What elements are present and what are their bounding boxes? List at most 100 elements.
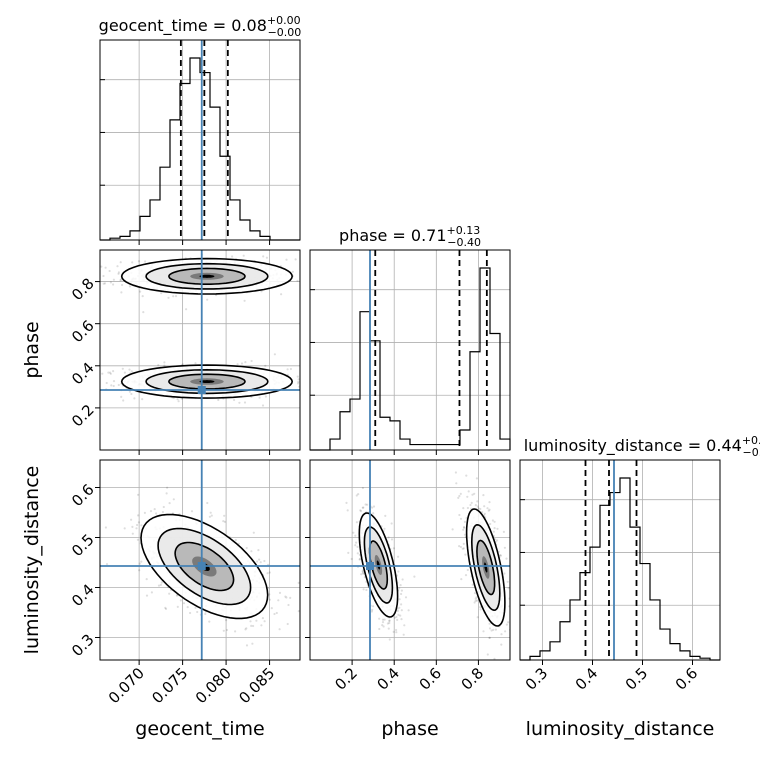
sample-point [161, 510, 164, 514]
sample-point [475, 599, 479, 602]
sample-point [275, 611, 278, 615]
x-tick-label-geocent_time: 0.080 [192, 664, 235, 707]
title-value: phase = 0.71 [339, 226, 446, 245]
sample-point [112, 384, 115, 388]
sample-point [131, 525, 134, 529]
sample-point [372, 605, 375, 608]
sample-point [297, 378, 300, 381]
sample-point [464, 553, 467, 556]
sample-point [141, 295, 144, 298]
sample-point [257, 549, 260, 552]
sample-point [104, 526, 107, 529]
sample-point [474, 597, 477, 600]
sample-point [473, 492, 476, 495]
sample-point [278, 591, 282, 595]
y-tick-label-luminosity_distance: 0.3 [68, 630, 98, 660]
sample-point [482, 494, 485, 497]
sample-point [109, 281, 112, 284]
sample-point [329, 276, 331, 278]
sample-point [119, 278, 122, 281]
sample-point [511, 627, 513, 629]
title-value: geocent_time = 0.08 [99, 16, 267, 36]
sample-point [504, 630, 507, 633]
sample-point [362, 572, 365, 575]
sample-point [396, 609, 399, 613]
sample-point [289, 367, 292, 371]
sample-point [488, 636, 491, 640]
sample-point [263, 620, 266, 623]
sample-point [140, 560, 143, 563]
sample-point [120, 291, 123, 294]
sample-point [128, 368, 131, 371]
sample-point [280, 293, 283, 296]
x-axis-label-geocent_time: geocent_time [135, 718, 264, 740]
sample-point [507, 587, 510, 590]
sample-point [261, 617, 264, 620]
sample-point [285, 258, 288, 261]
scatter-phase-vs-luminosity_distance [305, 459, 513, 665]
sample-point [266, 572, 269, 575]
sample-point [474, 504, 477, 507]
sample-point [362, 506, 365, 509]
sample-point [358, 557, 362, 561]
x-tick-label-geocent_time: 0.075 [148, 664, 191, 707]
sample-point [486, 507, 489, 510]
panel-frame [519, 459, 721, 661]
sample-point [277, 599, 280, 602]
sample-point [387, 536, 390, 539]
sample-point [400, 592, 403, 596]
contour-line [157, 527, 252, 606]
density-peak [484, 562, 488, 573]
hist-step [310, 267, 511, 451]
sample-point [364, 503, 367, 506]
sample-point [488, 501, 491, 504]
sample-point [467, 490, 470, 493]
sample-point [179, 599, 182, 602]
sample-point [190, 510, 194, 513]
sample-point [393, 616, 396, 619]
sample-point [119, 261, 122, 264]
sample-point [474, 599, 477, 603]
sample-point [240, 362, 244, 365]
sample-point [320, 281, 322, 283]
panel-frame [309, 459, 511, 661]
sample-point [163, 361, 166, 364]
sample-point [259, 561, 262, 564]
y-axis-label-luminosity_distance: luminosity_distance [21, 466, 43, 655]
sample-point [378, 627, 381, 631]
sample-point [488, 636, 491, 639]
sample-point [407, 609, 410, 612]
y-tick-label-phase: 0.2 [68, 401, 98, 431]
sample-point [172, 295, 175, 298]
y-tick-label-phase: 0.6 [68, 317, 98, 347]
sample-point [483, 505, 486, 508]
sample-point [388, 621, 391, 625]
sample-point [123, 371, 126, 374]
sample-point [131, 261, 134, 264]
sample-point [137, 514, 140, 517]
sample-point [300, 382, 302, 384]
sample-point [345, 501, 348, 504]
sample-point [459, 517, 463, 520]
sample-point [500, 633, 503, 636]
sample-point [140, 524, 143, 527]
sample-point [372, 512, 375, 515]
sample-point [354, 534, 357, 537]
sample-point [475, 596, 478, 599]
sample-point [462, 542, 465, 546]
sample-point [167, 296, 170, 299]
sample-point [329, 264, 331, 266]
sample-point [141, 398, 144, 401]
sample-point [390, 538, 394, 541]
sample-point [138, 562, 141, 565]
contour-line [168, 373, 246, 390]
sample-point [165, 492, 168, 495]
contour-line [470, 523, 501, 612]
sample-point [112, 370, 115, 373]
sample-point [338, 377, 340, 379]
sample-point [395, 631, 398, 634]
title-plus: +0.05 [742, 434, 760, 447]
sample-point [496, 527, 499, 530]
sample-point [492, 628, 495, 632]
